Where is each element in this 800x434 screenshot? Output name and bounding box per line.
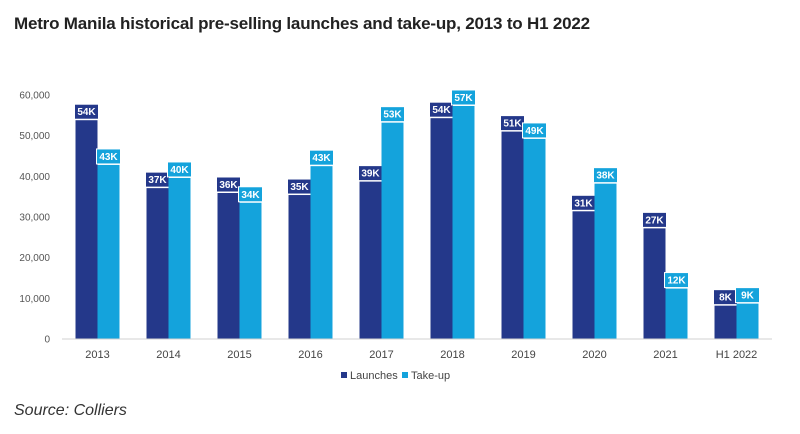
legend-label: Launches xyxy=(350,370,398,382)
chart-title: Metro Manila historical pre-selling laun… xyxy=(14,14,590,33)
bar-launches xyxy=(501,131,524,339)
data-label: 40K xyxy=(170,165,189,176)
y-axis: 0 10,000 20,000 30,000 40,000 50,000 60,000 xyxy=(19,91,50,346)
data-label: 8K xyxy=(719,293,733,304)
legend: Launches Take-up xyxy=(341,370,450,382)
y-tick-label: 20,000 xyxy=(19,253,50,264)
bar-launches xyxy=(430,118,453,340)
data-label: 54K xyxy=(432,105,451,116)
bar-take-up xyxy=(736,303,759,339)
y-tick-label: 0 xyxy=(44,335,50,346)
x-tick-label: 2015 xyxy=(227,349,251,361)
data-label: 34K xyxy=(241,190,260,201)
bar-take-up xyxy=(381,122,404,339)
data-label: 9K xyxy=(741,291,755,302)
data-label-box xyxy=(642,211,667,228)
data-label-box xyxy=(238,186,263,203)
y-tick-label: 60,000 xyxy=(19,91,50,102)
x-tick-label: 2021 xyxy=(653,349,677,361)
bar-take-up xyxy=(452,105,475,339)
data-label: 49K xyxy=(525,126,544,137)
data-label-box xyxy=(735,287,760,304)
bar-take-up xyxy=(239,202,262,339)
bar-launches xyxy=(288,195,311,339)
x-tick-label: 2014 xyxy=(156,349,180,361)
y-tick-label: 50,000 xyxy=(19,131,50,142)
y-tick-label: 40,000 xyxy=(19,172,50,183)
bar-take-up xyxy=(310,166,333,339)
data-label-box xyxy=(522,122,547,139)
data-label-box xyxy=(74,103,99,120)
data-label: 57K xyxy=(454,93,473,104)
legend-swatch xyxy=(402,372,408,378)
data-label: 43K xyxy=(312,153,331,164)
x-tick-label: 2020 xyxy=(582,349,606,361)
x-axis: 2013 2014 2015 2016 2017 2018 2019 2020 2021 H1 2… xyxy=(62,338,772,361)
bar-take-up xyxy=(97,164,120,339)
y-tick-label: 30,000 xyxy=(19,213,50,224)
data-label: 39K xyxy=(361,169,380,180)
data-label-box xyxy=(380,106,405,123)
bar-launches xyxy=(75,120,98,339)
bar-take-up xyxy=(594,183,617,339)
x-tick-label: 2018 xyxy=(440,349,464,361)
legend-swatch xyxy=(341,372,347,378)
bar-launches xyxy=(217,193,240,339)
bar-take-up xyxy=(523,138,546,339)
data-label-box xyxy=(96,148,121,165)
data-label-box xyxy=(216,176,241,193)
bar-launches xyxy=(146,188,169,339)
data-label: 37K xyxy=(148,175,167,186)
x-tick-label: 2017 xyxy=(369,349,393,361)
x-tick-label: 2013 xyxy=(85,349,109,361)
x-tick-label: 2019 xyxy=(511,349,535,361)
data-label: 54K xyxy=(77,107,96,118)
data-label: 51K xyxy=(503,119,522,130)
bar-launches xyxy=(572,211,595,339)
legend-label: Take-up xyxy=(411,370,450,382)
data-label: 38K xyxy=(596,171,615,182)
data-label-box xyxy=(593,167,618,184)
data-label-box xyxy=(664,272,689,289)
data-label-box xyxy=(167,161,192,178)
data-label: 27K xyxy=(645,215,664,226)
data-label: 43K xyxy=(99,152,118,163)
data-label: 12K xyxy=(667,276,686,287)
x-tick-label: 2016 xyxy=(298,349,322,361)
data-label: 35K xyxy=(290,182,309,193)
y-tick-label: 10,000 xyxy=(19,294,50,305)
data-label: 53K xyxy=(383,110,402,121)
data-label: 31K xyxy=(574,198,593,209)
bar-launches xyxy=(643,228,666,339)
source-note: Source: Colliers xyxy=(14,402,127,419)
bar-take-up xyxy=(168,177,191,339)
data-label: 36K xyxy=(219,180,238,191)
data-label-box xyxy=(309,149,334,166)
bar-take-up xyxy=(665,288,688,339)
bar-launches xyxy=(714,305,737,339)
data-label-box xyxy=(451,89,476,106)
x-tick-label: H1 2022 xyxy=(716,349,758,361)
bar-chart: 0 10,000 20,000 30,000 40,000 50,000 60,000 54… xyxy=(19,89,772,382)
bar-launches xyxy=(359,181,382,339)
